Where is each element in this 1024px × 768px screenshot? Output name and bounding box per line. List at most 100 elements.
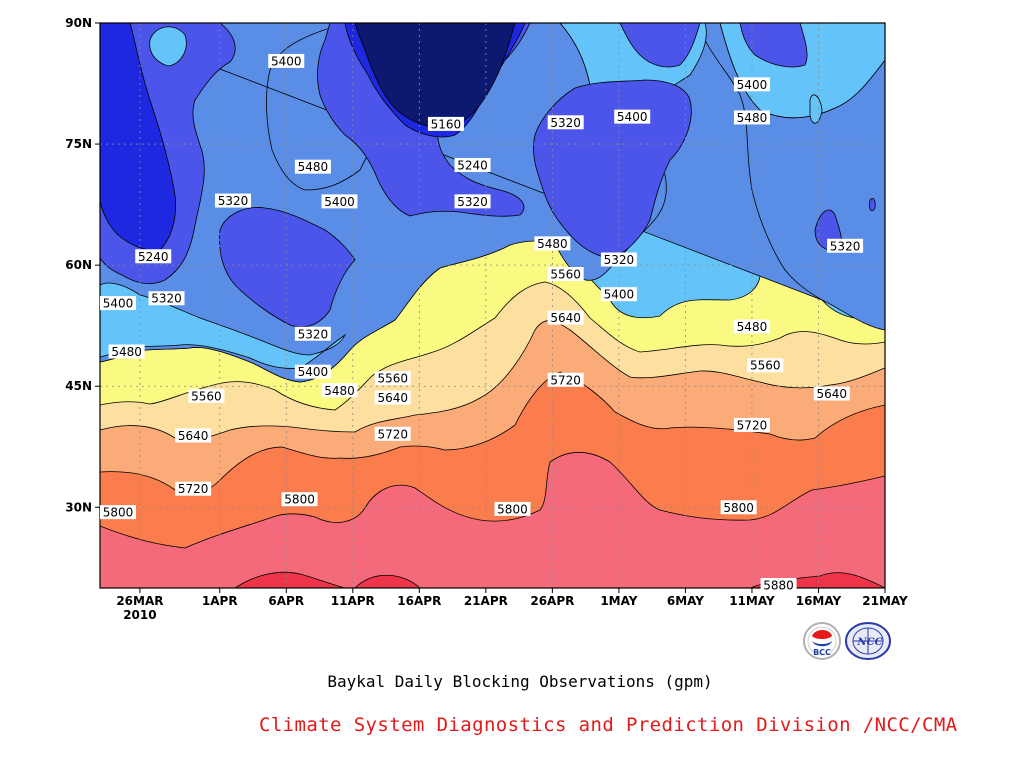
x-tick-label: 21MAY — [862, 594, 908, 608]
contour-label-text: 5560 — [550, 268, 581, 282]
band-5240 — [100, 23, 876, 328]
contour-label-bg — [100, 296, 136, 311]
y-axis: 90N 75N 60N 45N 30N — [65, 16, 100, 514]
contour-label: 5320 — [547, 115, 584, 130]
contour-label: 5240 — [135, 249, 172, 264]
contour-label-text: 5160 — [431, 117, 462, 131]
band-5400-island — [149, 26, 823, 124]
contour-label: 5880 — [760, 578, 797, 593]
contour-label: 5800 — [100, 505, 136, 520]
contour-label-text: 5720 — [550, 373, 581, 387]
contour-label-bg — [827, 238, 864, 253]
contour-label-text: 5400 — [617, 110, 648, 124]
contour-label-bg — [547, 372, 584, 387]
contour-label-text: 5720 — [178, 482, 209, 496]
contour-label-text: 5240 — [138, 250, 169, 264]
contour-label-text: 5320 — [218, 194, 249, 208]
contour-label-text: 5640 — [377, 391, 408, 405]
contour-label-text: 5560 — [750, 359, 781, 373]
x-tick-label: 1APR — [202, 594, 238, 608]
contour-label: 5720 — [547, 372, 584, 387]
contour-label-text: 5320 — [457, 195, 488, 209]
x-axis: 26MAR 1APR 6APR 11APR 16APR 21APR 26APR 1MAY 6MA… — [116, 588, 908, 622]
contour-label-bg — [600, 252, 637, 267]
contour-label: 5720 — [374, 426, 411, 441]
contour-label: 5320 — [454, 194, 491, 209]
contour-label-bg — [547, 267, 584, 282]
contour-label-bg — [494, 501, 531, 516]
contour-label: 5480 — [733, 319, 770, 334]
contour-label: 5640 — [813, 386, 850, 401]
contour-label-bg — [720, 500, 757, 515]
contour-label: 5480 — [733, 110, 770, 125]
contour-label-text: 5800 — [723, 501, 754, 515]
contour-fill-layer — [100, 23, 885, 588]
contour-label-bg — [374, 426, 411, 441]
contour-label-text: 5480 — [737, 111, 768, 125]
contour-label-bg — [321, 383, 358, 398]
contour-label-bg — [294, 159, 331, 174]
contour-label-bg — [733, 319, 770, 334]
x-tick-label: 16MAY — [796, 594, 842, 608]
contour-label-text: 5720 — [737, 418, 768, 432]
ncc-logo: NCC — [845, 622, 891, 660]
contour-label-text: 5560 — [191, 389, 222, 403]
y-tick-label: 60N — [65, 258, 92, 272]
contour-label-text: 5480 — [537, 237, 568, 251]
contour-label-text: 5400 — [737, 78, 768, 92]
contour-label-bg — [135, 249, 172, 264]
contour-label: 5400 — [614, 109, 651, 124]
contour-label: 5800 — [720, 500, 757, 515]
contour-label-bg — [175, 481, 212, 496]
contour-label: 5320 — [600, 252, 637, 267]
contour-label-bg — [188, 388, 225, 403]
contour-label: 5560 — [547, 267, 584, 282]
contour-label-text: 5480 — [324, 384, 355, 398]
band-below-5160 — [354, 23, 516, 129]
contour-label-text: 5560 — [377, 372, 408, 386]
contour-label-bg — [100, 505, 136, 520]
contour-label-text: 5320 — [298, 327, 329, 341]
contour-label-bg — [454, 158, 491, 173]
bcc-logo-text: BCC — [813, 648, 831, 657]
contour-label-text: 5320 — [550, 116, 581, 130]
contour-label-bg — [268, 53, 305, 68]
contour-label-text: 5880 — [763, 579, 794, 593]
contour-labels: 5400 5160 5320 5400 5400 5480 5480 5240 5320 5400… — [100, 53, 864, 593]
contour-label-text: 5640 — [550, 311, 581, 325]
contour-label-text: 5320 — [604, 253, 635, 267]
contour-label-text: 5720 — [377, 427, 408, 441]
contour-label-text: 5320 — [830, 239, 861, 253]
contour-label-text: 5640 — [817, 387, 848, 401]
x-tick-label: 6APR — [268, 594, 304, 608]
contour-label-bg — [733, 77, 770, 92]
y-tick-label: 45N — [65, 379, 92, 393]
contour-label-bg — [600, 287, 637, 302]
y-tick-label: 75N — [65, 137, 92, 151]
contour-label-bg — [148, 291, 185, 306]
contour-label-text: 5400 — [271, 54, 302, 68]
contour-label: 5480 — [294, 159, 331, 174]
contour-label: 5720 — [733, 417, 770, 432]
contour-label: 5400 — [294, 364, 331, 379]
contour-label-bg — [294, 326, 331, 341]
bcc-logo: BCC — [803, 622, 841, 660]
contour-label-bg — [454, 194, 491, 209]
contour-label: 5480 — [108, 344, 145, 359]
contour-label-text: 5480 — [298, 160, 329, 174]
contour-label-text: 5800 — [284, 493, 315, 507]
contour-label-bg — [813, 386, 850, 401]
contour-label-text: 5800 — [497, 502, 528, 516]
ncc-logo-text: NCC — [856, 637, 882, 648]
contour-label: 5640 — [175, 428, 212, 443]
contour-label: 5160 — [427, 116, 464, 131]
contour-label: 5320 — [148, 291, 185, 306]
contour-label-bg — [733, 110, 770, 125]
x-tick-label: 26MAR — [116, 594, 163, 608]
contour-label-bg — [108, 344, 145, 359]
contour-label-bg — [733, 417, 770, 432]
contour-label-text: 5400 — [103, 297, 134, 311]
y-tick-label: 30N — [65, 500, 92, 514]
contour-label: 5400 — [321, 194, 358, 209]
contour-label: 5480 — [321, 383, 358, 398]
